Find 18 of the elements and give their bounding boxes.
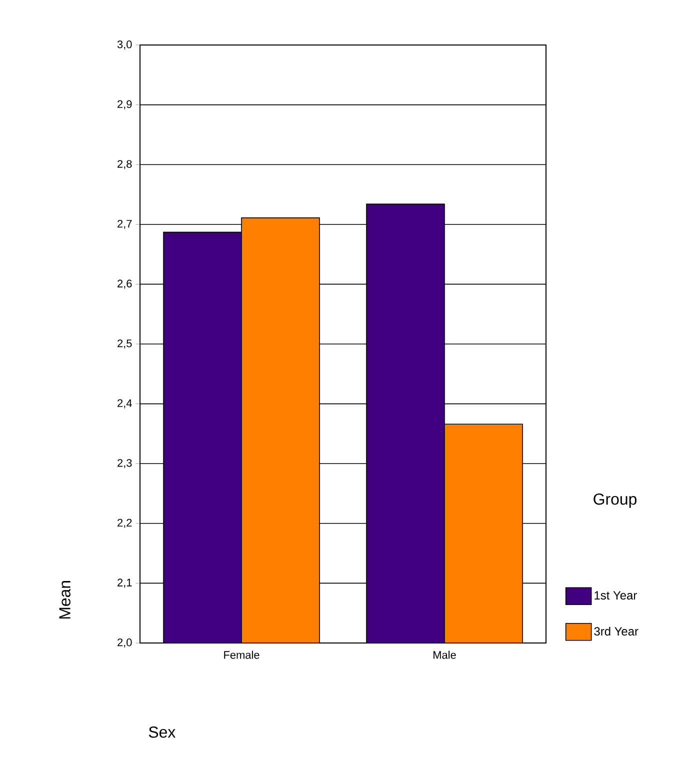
y-tick-label: 2,5 [118, 339, 132, 349]
y-tick-label: 2,1 [118, 578, 132, 588]
y-tick-label: 3,0 [117, 40, 132, 50]
y-tick-label: 2,8 [118, 160, 132, 170]
y-tick-label: 2,0 [118, 638, 132, 648]
y-tick-label: 2,3 [118, 459, 132, 468]
y-tick-label: 2,6 [118, 280, 132, 289]
legend-title: Group [594, 493, 636, 508]
x-tick-label: Female [224, 650, 260, 659]
y-tick-label: 2,2 [118, 518, 132, 528]
x-axis-title: Sex [148, 726, 176, 738]
legend-label: 3rd Year [594, 626, 638, 636]
x-tick-label: Male [434, 650, 456, 659]
y-tick-label: 2,9 [118, 100, 132, 110]
legend-label: 1st Year [594, 591, 637, 600]
y-tick-label: 2,7 [118, 220, 132, 229]
y-axis-title: Mean [59, 581, 70, 619]
y-tick-label: 2,4 [118, 399, 132, 408]
